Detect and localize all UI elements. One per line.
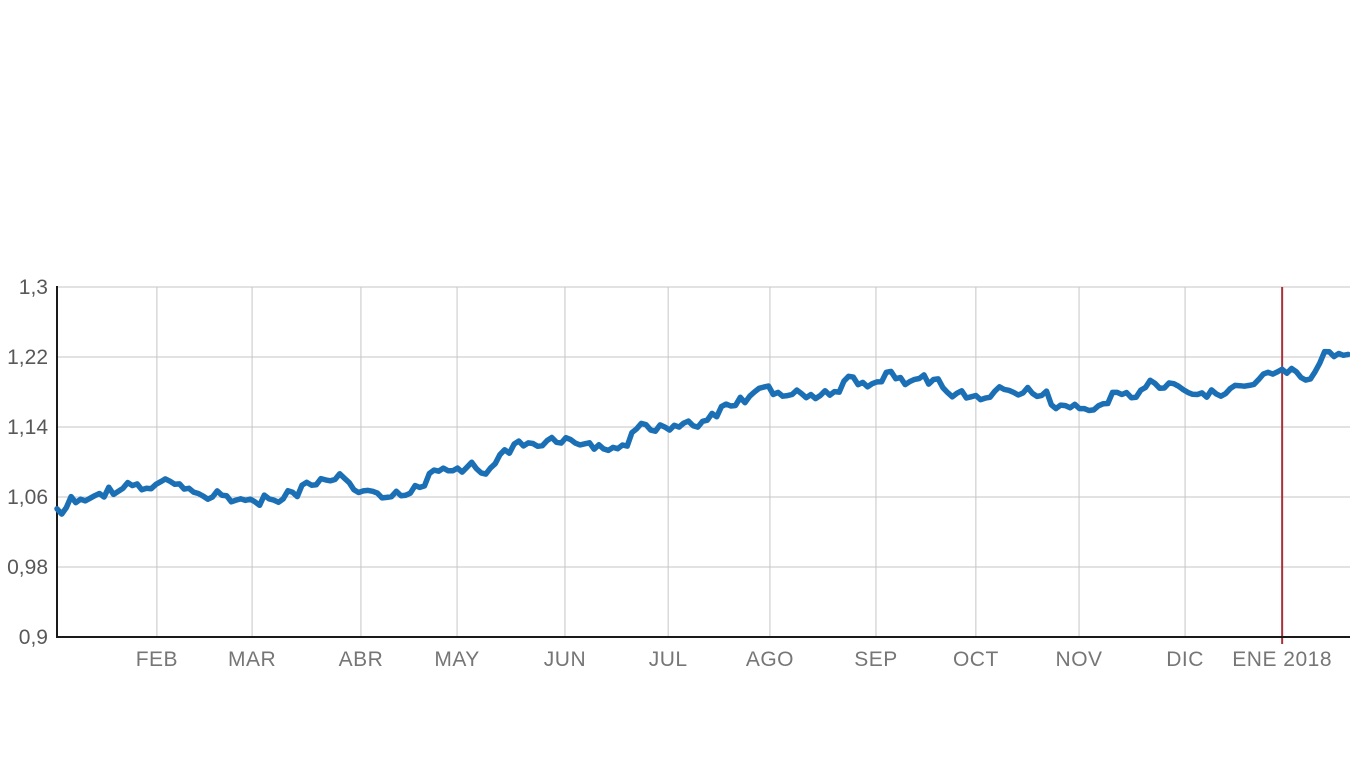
y-tick-label: 1,3 <box>19 276 48 299</box>
price-line <box>54 348 1350 517</box>
y-tick-label: 0,9 <box>19 626 48 649</box>
x-tick-label: MAY <box>434 648 479 671</box>
x-tick-label: JUL <box>649 648 688 671</box>
y-tick-label: 0,98 <box>7 556 48 579</box>
x-tick-label: MAR <box>228 648 276 671</box>
y-tick-label: 1,14 <box>7 416 48 439</box>
x-tick-label: FEB <box>136 648 178 671</box>
x-tick-label: AGO <box>746 648 794 671</box>
x-tick-label: DIC <box>1166 648 1204 671</box>
y-tick-label: 1,22 <box>7 346 48 369</box>
y-tick-label: 1,06 <box>7 486 48 509</box>
x-tick-label: NOV <box>1056 648 1103 671</box>
x-tick-label: ABR <box>339 648 384 671</box>
x-tick-label: ENE 2018 <box>1232 648 1332 671</box>
x-tick-label: JUN <box>544 648 586 671</box>
x-tick-label: SEP <box>854 648 898 671</box>
x-tick-label: OCT <box>953 648 999 671</box>
